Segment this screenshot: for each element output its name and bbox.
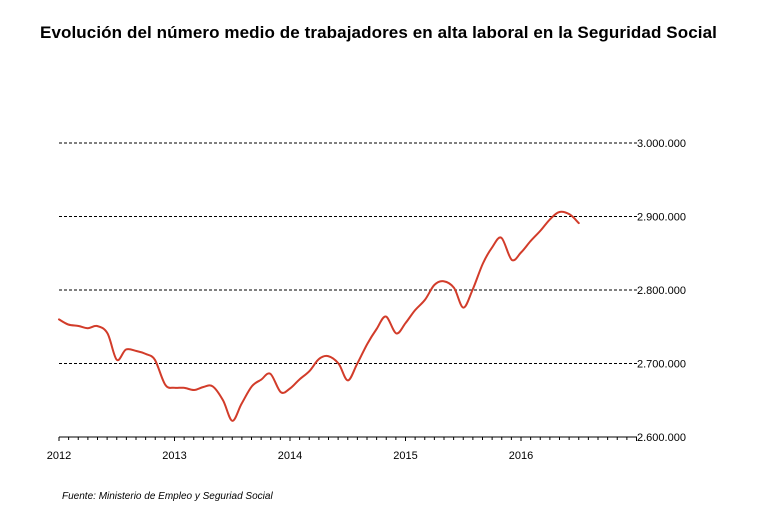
y-tick-label: 2.800.000 xyxy=(637,285,686,297)
x-tick-labels: 2012 2013 2014 2015 2016 xyxy=(47,450,533,462)
y-tick-label: 2.600.000 xyxy=(637,432,686,444)
x-axis xyxy=(58,436,637,441)
gridlines xyxy=(59,142,637,364)
series-group xyxy=(58,210,580,422)
y-tick-labels: 2.600.000 2.700.000 2.800.000 2.900.000 3.00… xyxy=(637,138,686,444)
y-tick-label: 2.700.000 xyxy=(637,359,686,371)
x-tick-label: 2016 xyxy=(509,450,533,462)
y-tick-label: 2.900.000 xyxy=(637,212,686,224)
y-tick-label: 3.000.000 xyxy=(637,138,686,150)
x-tick-label: 2015 xyxy=(393,450,417,462)
x-tick-label: 2014 xyxy=(278,450,302,462)
source-note: Fuente: Ministerio de Empleo y Seguriad … xyxy=(62,491,273,502)
x-tick-label: 2012 xyxy=(47,450,71,462)
chart-title: Evolución del número medio de trabajador… xyxy=(40,23,717,42)
x-tick-label: 2013 xyxy=(162,450,186,462)
series-line xyxy=(58,210,580,422)
